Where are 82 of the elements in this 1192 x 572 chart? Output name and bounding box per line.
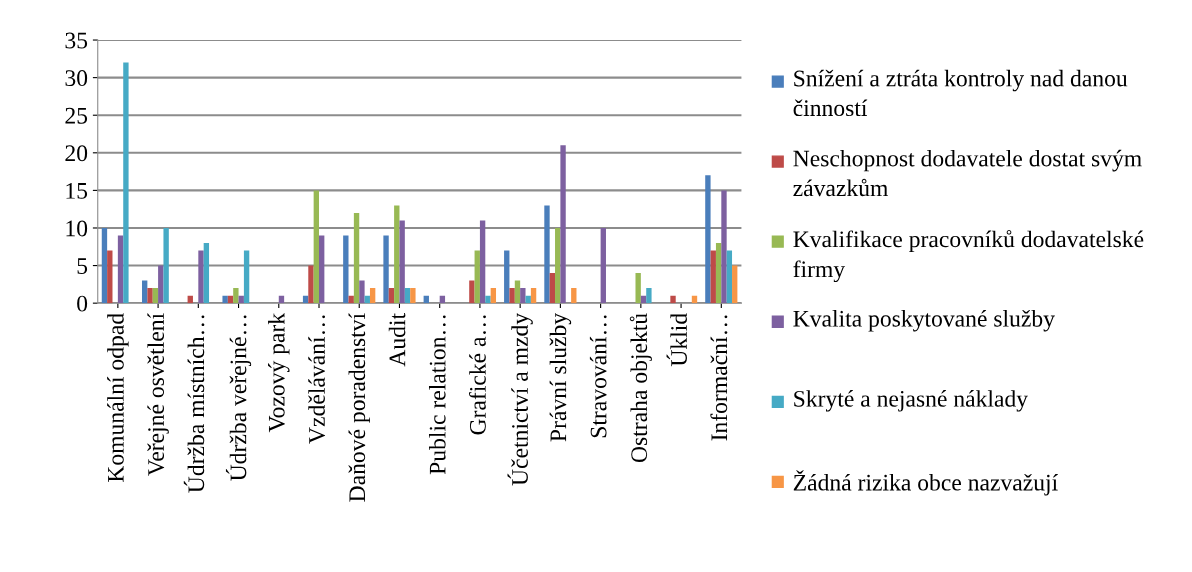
x-tick-label: Ostraha objektů <box>629 313 652 463</box>
bar <box>571 288 577 304</box>
bar <box>107 250 113 304</box>
bar <box>404 288 411 304</box>
x-tick-label: Úklid <box>666 313 687 367</box>
bar <box>479 220 486 304</box>
bar <box>142 280 148 304</box>
y-tick-label: 30 <box>65 70 88 87</box>
bar <box>152 288 159 304</box>
x-tick-label: Stravování… <box>589 315 607 438</box>
bar <box>715 243 722 304</box>
bar <box>670 295 676 304</box>
bar <box>399 220 405 304</box>
bar <box>469 280 475 304</box>
legend-label: Neschopnost dodavatele dostat svým závazkům <box>793 149 1142 197</box>
bar <box>600 227 606 304</box>
x-tick-label: Daňové poradenství <box>348 313 370 502</box>
bar <box>646 288 652 304</box>
bar <box>490 288 497 304</box>
bar <box>198 250 204 304</box>
bar <box>560 145 566 304</box>
bar <box>555 227 561 304</box>
legend-label: Kvalifikace pracovníků dodavatelské firmy <box>793 229 1144 283</box>
bar <box>520 288 526 304</box>
bar <box>233 288 239 304</box>
bar <box>509 288 515 304</box>
x-tick-label: Údržba místních… <box>183 315 205 493</box>
bar <box>410 288 416 304</box>
x-tick-label: Právní služby <box>549 312 572 442</box>
x-tick-label: Audit <box>388 313 406 367</box>
bar <box>243 250 250 304</box>
x-tick-label: Vzdělávání… <box>308 315 326 444</box>
bar <box>383 235 389 304</box>
x-tick-label: Vozový park <box>268 312 290 433</box>
bar <box>549 273 556 304</box>
bar <box>394 205 400 304</box>
bar <box>474 250 480 304</box>
bar <box>319 235 325 304</box>
x-tick-label: Public relation… <box>428 315 446 475</box>
bar <box>388 288 395 304</box>
legend-label: Skryté a nejasné náklady <box>794 390 1028 412</box>
bar <box>514 280 521 304</box>
bar <box>710 250 716 304</box>
legend-label: Kvalita poskytované služby <box>793 310 1055 332</box>
bar <box>721 190 727 304</box>
bar <box>353 212 360 304</box>
bar <box>101 227 108 304</box>
bar <box>117 235 124 304</box>
bar <box>343 235 349 304</box>
bar <box>485 295 491 304</box>
bar <box>530 288 537 304</box>
y-tick-label: 0 <box>77 295 88 312</box>
bar <box>635 273 641 304</box>
bar <box>158 265 164 304</box>
y-tick-label: 25 <box>65 107 88 124</box>
x-tick-label: Veřejné osvětlení <box>147 313 169 476</box>
y-tick-label: 15 <box>66 183 88 199</box>
y-tick-label: 35 <box>65 32 88 49</box>
bar <box>147 288 153 304</box>
bar <box>313 190 320 304</box>
x-tick-label: Účetnictví a mzdy <box>507 312 533 486</box>
bar <box>504 250 510 304</box>
y-tick-label: 20 <box>65 145 88 162</box>
bar <box>369 288 376 304</box>
bar <box>308 265 314 304</box>
legend-label: Žádná rizika obce nazvažují <box>793 470 1058 496</box>
bar <box>705 175 711 304</box>
bar <box>203 243 210 304</box>
bar <box>222 295 228 304</box>
x-tick-label: Komunální odpad <box>107 313 129 483</box>
x-tick-label: Informační… <box>710 315 728 441</box>
x-tick-label: Grafické a… <box>468 315 486 435</box>
bar <box>726 250 733 304</box>
y-tick-label: 5 <box>77 258 88 274</box>
legend-label: Snížení a ztráta kontroly nad danou činností <box>793 69 1128 117</box>
bar <box>544 205 550 304</box>
bar <box>163 227 169 304</box>
y-tick-label: 10 <box>66 220 88 237</box>
bar <box>732 265 738 304</box>
bar <box>359 280 365 304</box>
x-tick-label: Údržba veřejné… <box>225 315 252 481</box>
bar <box>123 62 129 304</box>
